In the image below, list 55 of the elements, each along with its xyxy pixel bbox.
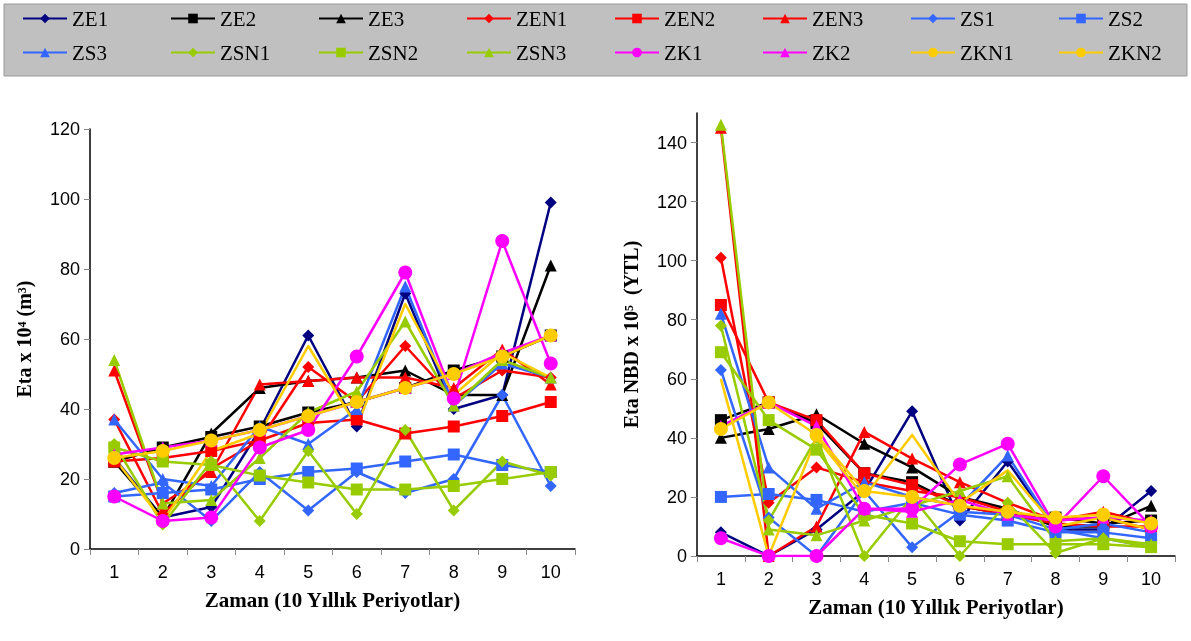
x-tick-label: 8 bbox=[448, 562, 459, 582]
y-tick-label: 120 bbox=[49, 119, 80, 139]
y-tick-label: 100 bbox=[49, 189, 80, 209]
x-tick-label: 10 bbox=[540, 562, 561, 582]
y-tick-label: 20 bbox=[666, 486, 687, 507]
x-axis-title: Zaman (10 Yıllık Periyotlar) bbox=[808, 594, 1064, 619]
x-tick-label: 1 bbox=[715, 569, 726, 589]
legend-label: ZS2 bbox=[1108, 6, 1144, 31]
x-tick-label: 2 bbox=[763, 569, 774, 589]
x-tick-label: 3 bbox=[206, 562, 217, 582]
legend-label: ZKN1 bbox=[960, 40, 1014, 65]
legend-label: ZE3 bbox=[368, 6, 405, 31]
legend-label: ZEN2 bbox=[664, 6, 716, 31]
x-tick-label: 5 bbox=[907, 569, 918, 589]
legend-label: ZE1 bbox=[72, 6, 109, 31]
y-tick-label: 80 bbox=[59, 259, 80, 279]
x-tick-label: 2 bbox=[157, 562, 168, 582]
legend-label: ZE2 bbox=[220, 6, 257, 31]
y-tick-label: 120 bbox=[656, 191, 687, 212]
legend-label: ZSN1 bbox=[220, 40, 271, 65]
legend-label: ZS1 bbox=[960, 6, 996, 31]
legend-label: ZSN3 bbox=[516, 40, 567, 65]
x-tick-label: 4 bbox=[859, 569, 870, 589]
x-tick-label: 3 bbox=[811, 569, 822, 589]
y-tick-label: 40 bbox=[59, 399, 80, 419]
y-tick-label: 20 bbox=[59, 469, 80, 489]
x-tick-label: 1 bbox=[109, 562, 120, 582]
x-tick-label: 4 bbox=[254, 562, 265, 582]
x-tick-label: 5 bbox=[303, 562, 314, 582]
y-axis-title: Eta NBD x 10⁵ (YTL) bbox=[620, 240, 643, 429]
y-axis-title: Eta x 10⁴ (m³) bbox=[13, 280, 36, 398]
legend-label: ZEN1 bbox=[516, 6, 568, 31]
x-tick-label: 9 bbox=[497, 562, 508, 582]
legend-label: ZKN2 bbox=[1108, 40, 1162, 65]
x-tick-label: 7 bbox=[1002, 569, 1013, 589]
y-tick-label: 140 bbox=[656, 132, 687, 153]
y-tick-label: 0 bbox=[676, 546, 687, 566]
x-tick-label: 10 bbox=[1141, 569, 1162, 589]
x-tick-label: 6 bbox=[351, 562, 362, 582]
y-tick-label: 60 bbox=[59, 329, 80, 349]
x-tick-label: 9 bbox=[1098, 569, 1109, 589]
y-tick-label: 40 bbox=[666, 427, 687, 448]
y-tick-label: 100 bbox=[656, 250, 687, 271]
y-tick-label: 0 bbox=[69, 539, 80, 559]
legend-label: ZSN2 bbox=[368, 40, 419, 65]
x-tick-label: 7 bbox=[400, 562, 411, 582]
legend-label: ZEN3 bbox=[812, 6, 864, 31]
x-tick-label: 6 bbox=[954, 569, 965, 589]
x-tick-label: 8 bbox=[1050, 569, 1061, 589]
y-tick-label: 60 bbox=[666, 368, 687, 389]
legend-label: ZK2 bbox=[812, 40, 851, 65]
y-tick-label: 80 bbox=[666, 309, 687, 330]
legend-label: ZS3 bbox=[72, 40, 108, 65]
x-axis-title: Zaman (10 Yıllık Periyotlar) bbox=[204, 587, 461, 612]
legend-label: ZK1 bbox=[664, 40, 703, 65]
